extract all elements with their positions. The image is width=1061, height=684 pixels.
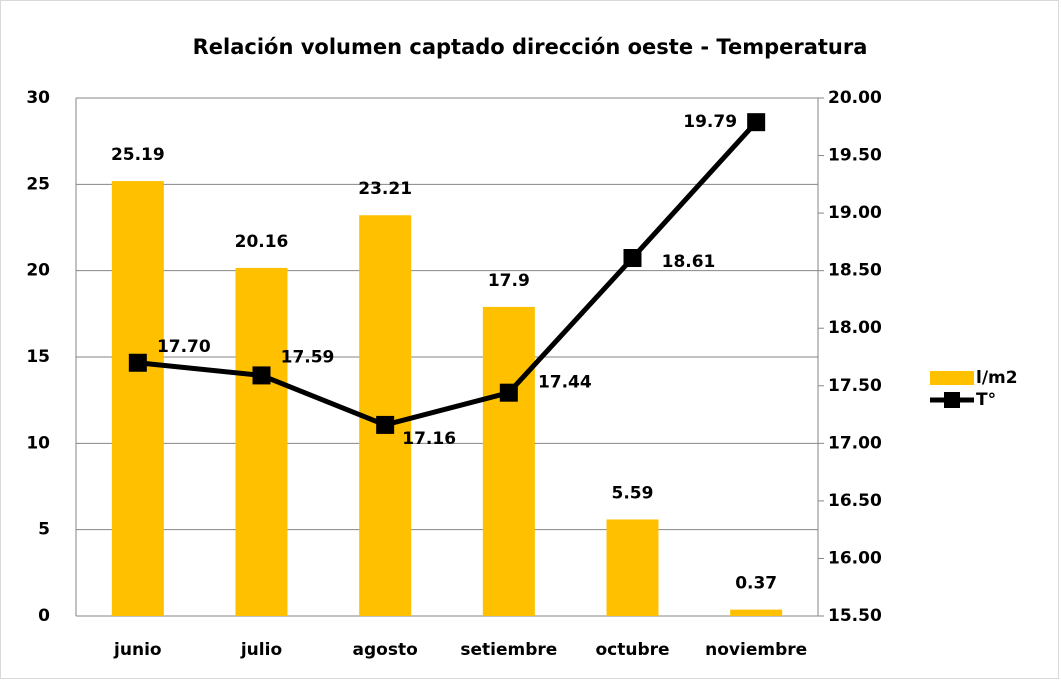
line-value-label: 17.44 <box>538 373 592 393</box>
line-marker <box>747 113 766 132</box>
legend-swatch <box>944 392 960 408</box>
bar-value-label: 17.9 <box>488 271 530 291</box>
bar <box>235 267 288 616</box>
bar <box>111 181 164 616</box>
bar-value-label: 5.59 <box>612 483 654 503</box>
bar-value-label: 23.21 <box>358 179 412 199</box>
bar-value-label: 0.37 <box>735 574 777 594</box>
line <box>137 120 759 428</box>
bar <box>482 306 535 616</box>
legend-label: T° <box>976 390 996 410</box>
bar <box>730 609 783 616</box>
y2-tick-label: 17.50 <box>828 376 882 396</box>
line-value-label: 17.59 <box>281 347 335 367</box>
line-value-label: 17.16 <box>402 429 456 449</box>
y2-tick-label: 15.50 <box>828 606 882 626</box>
x-tick-label: octubre <box>595 640 669 660</box>
line-marker <box>252 366 271 385</box>
x-tick-label: julio <box>240 640 282 660</box>
legend-label: l/m2 <box>976 368 1018 388</box>
bar-value-label: 25.19 <box>111 145 165 165</box>
chart-title: Relación volumen captado dirección oeste… <box>193 35 868 59</box>
y-tick-label: 15 <box>26 347 50 367</box>
line-value-label: 19.79 <box>683 112 737 132</box>
y2-tick-label: 16.00 <box>828 548 882 568</box>
bar-value-label: 20.16 <box>235 232 289 252</box>
y2-tick-label: 18.00 <box>828 318 882 338</box>
x-tick-label: noviembre <box>705 640 807 660</box>
y-tick-label: 5 <box>38 520 50 540</box>
y2-tick-label: 19.00 <box>828 203 882 223</box>
line-value-label: 18.61 <box>662 252 716 272</box>
x-tick-label: setiembre <box>460 640 557 660</box>
y-tick-label: 10 <box>26 433 50 453</box>
line-marker <box>128 353 147 372</box>
y-tick-label: 25 <box>26 174 50 194</box>
y-tick-label: 0 <box>38 606 50 626</box>
x-tick-label: agosto <box>353 640 418 660</box>
line-marker <box>623 249 642 268</box>
y2-tick-label: 17.00 <box>828 433 882 453</box>
legend-swatch <box>930 371 974 385</box>
line-value-label: 17.70 <box>157 337 211 357</box>
y2-tick-label: 20.00 <box>828 88 882 108</box>
y-tick-label: 30 <box>26 88 50 108</box>
y-tick-label: 20 <box>26 261 50 281</box>
y2-tick-label: 16.50 <box>828 491 882 511</box>
x-tick-label: junio <box>113 640 162 660</box>
bar <box>606 519 659 616</box>
y2-tick-label: 18.50 <box>828 261 882 281</box>
y2-tick-label: 19.50 <box>828 146 882 166</box>
line-marker <box>499 383 518 402</box>
line-marker <box>376 415 395 434</box>
